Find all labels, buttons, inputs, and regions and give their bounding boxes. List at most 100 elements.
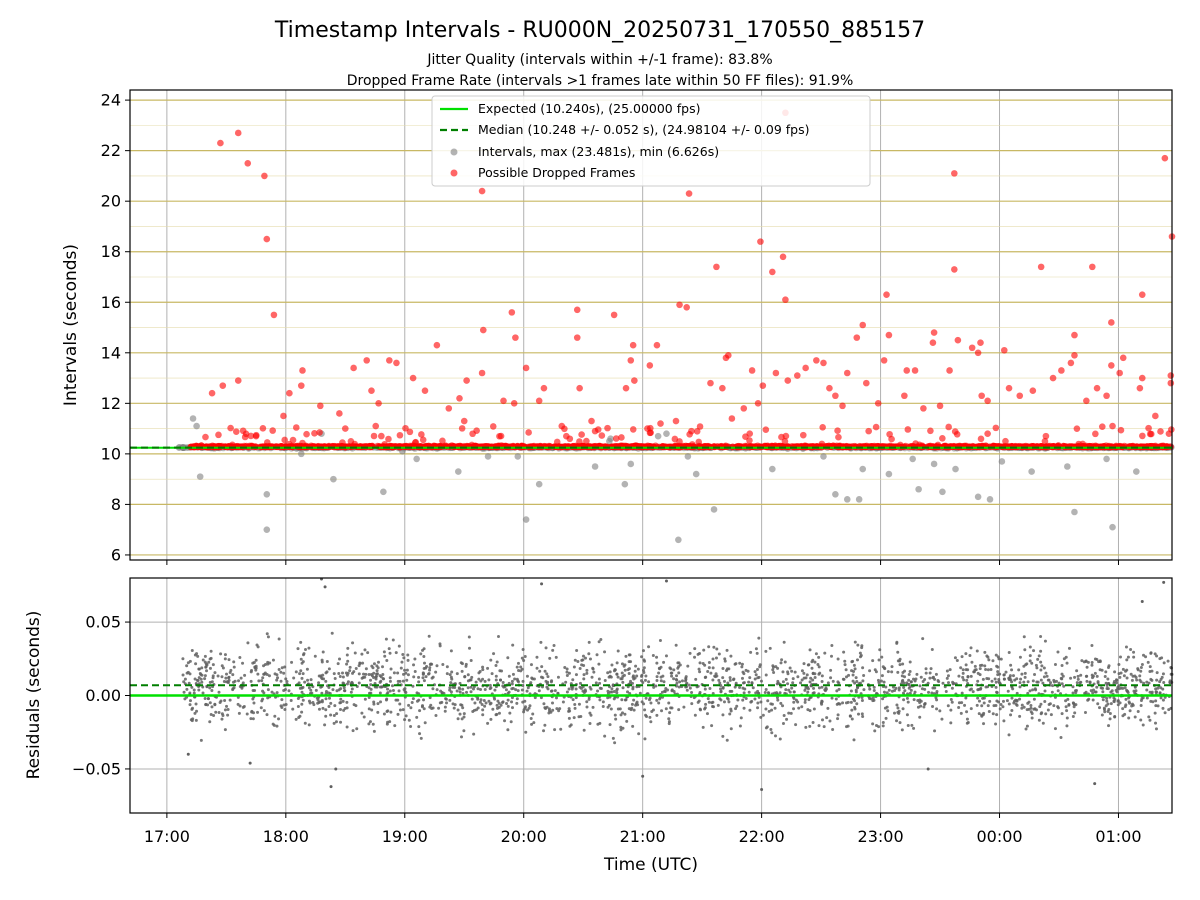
residual-point <box>548 656 552 660</box>
residual-point <box>1103 710 1107 714</box>
residual-point <box>531 712 535 716</box>
residual-point <box>205 669 209 673</box>
residual-point <box>300 676 304 680</box>
dropped-frame-point <box>685 190 693 197</box>
residual-point <box>206 703 210 707</box>
dropped-frame-point <box>316 429 323 436</box>
residual-point <box>385 659 389 663</box>
residual-point <box>903 689 907 693</box>
residual-point <box>590 675 594 679</box>
residual-point <box>1088 681 1092 685</box>
residual-point <box>1148 669 1152 673</box>
residual-point <box>1121 667 1125 671</box>
residual-point <box>360 711 364 715</box>
residual-point <box>759 679 763 683</box>
residual-point <box>521 679 525 683</box>
residual-point <box>784 688 788 692</box>
residual-point <box>463 675 467 679</box>
dropped-frame-point <box>1016 392 1024 400</box>
residual-point <box>385 697 389 701</box>
residual-point <box>349 690 353 694</box>
residual-point <box>800 705 804 709</box>
residual-point <box>223 657 227 661</box>
residual-point <box>1090 673 1094 677</box>
residual-point <box>538 669 542 673</box>
residual-point <box>810 666 814 670</box>
residual-point <box>479 687 483 691</box>
residual-point <box>300 702 304 706</box>
residual-point <box>926 767 930 771</box>
residual-point <box>675 678 679 682</box>
dropped-frame-point <box>951 266 958 273</box>
residual-point <box>567 707 571 711</box>
residual-point <box>256 710 260 714</box>
residual-point <box>725 669 729 673</box>
residual-point <box>195 652 199 656</box>
residual-point <box>350 681 354 685</box>
residual-point <box>213 702 217 706</box>
dropped-frame-point <box>525 429 532 436</box>
residual-point <box>232 665 236 669</box>
dropped-frame-point <box>631 377 638 384</box>
residual-point <box>539 696 543 700</box>
residual-point <box>211 663 215 667</box>
residual-point <box>301 660 305 664</box>
residual-point <box>489 658 493 662</box>
residual-point <box>820 685 824 689</box>
residual-point <box>706 697 710 701</box>
residual-point <box>445 665 449 669</box>
residual-point <box>817 655 821 659</box>
residual-point <box>964 696 968 700</box>
residual-point <box>996 673 1000 677</box>
residual-point <box>279 704 283 708</box>
residual-point <box>561 700 565 704</box>
residual-point <box>969 687 973 691</box>
residual-point <box>303 648 307 652</box>
residual-point <box>406 653 410 657</box>
residual-point <box>1089 689 1093 693</box>
residual-point <box>670 706 674 710</box>
dropped-frame-point <box>1041 437 1049 445</box>
residual-point <box>1098 706 1102 710</box>
dropped-frame-point <box>874 400 882 407</box>
residual-point <box>842 677 846 681</box>
residual-point <box>1154 704 1158 708</box>
dropped-frame-point <box>984 397 991 405</box>
residual-point <box>722 700 726 704</box>
residual-point <box>946 681 950 685</box>
residual-point <box>468 678 472 682</box>
residual-point <box>898 659 902 663</box>
x-tick-label: 23:00 <box>858 827 904 846</box>
dropped-frame-point <box>292 424 300 431</box>
residual-point <box>723 659 727 663</box>
dropped-frame-point <box>458 425 466 432</box>
residual-point <box>880 655 884 659</box>
residual-point <box>508 711 512 715</box>
residual-point <box>346 680 350 684</box>
residual-point <box>190 685 194 689</box>
residual-point <box>1067 646 1071 650</box>
dropped-frame-point <box>562 443 569 450</box>
dropped-frame-point <box>311 430 318 437</box>
residual-point <box>529 681 533 685</box>
residual-point <box>817 724 821 728</box>
residual-point <box>585 700 589 704</box>
residual-point <box>1090 644 1094 648</box>
residual-point <box>934 672 938 676</box>
dropped-frame-point <box>784 377 792 384</box>
residual-point <box>271 722 275 726</box>
residual-point <box>236 702 240 706</box>
residual-point <box>740 665 744 669</box>
residual-point <box>1024 663 1028 667</box>
dropped-frame-point <box>740 405 748 412</box>
residual-point <box>449 681 453 685</box>
dropped-frame-point <box>363 357 371 364</box>
residual-point <box>200 680 204 684</box>
residual-point <box>388 689 392 693</box>
residual-point <box>197 667 201 671</box>
residual-point <box>642 666 646 670</box>
residual-point <box>524 730 528 734</box>
residual-point <box>421 648 425 652</box>
residual-point <box>298 714 302 718</box>
residual-point <box>623 698 627 702</box>
